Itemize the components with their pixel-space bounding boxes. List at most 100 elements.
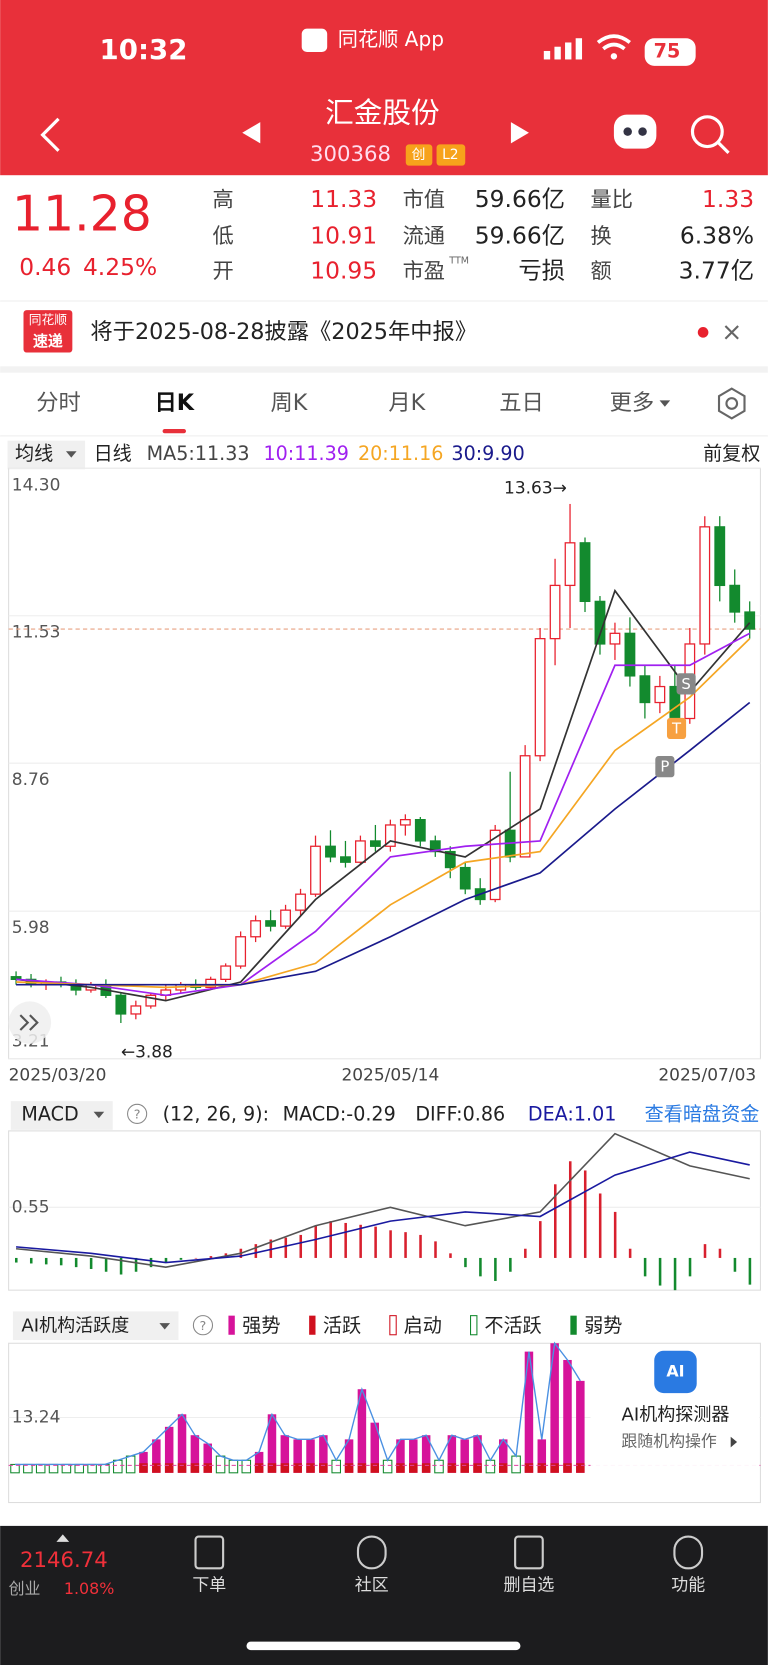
tab[interactable]: 分时 — [36, 390, 81, 416]
nav-label[interactable]: 删自选 — [503, 1575, 554, 1595]
stock-name: 汇金股份 — [325, 96, 440, 130]
activity-base — [537, 1463, 547, 1473]
dot — [697, 327, 709, 338]
y-tick-label: 8.76 — [12, 770, 50, 790]
ma-selector[interactable]: 均线 — [15, 442, 53, 465]
battery — [644, 38, 696, 66]
activity-bar — [280, 1435, 290, 1473]
activity-bar — [293, 1439, 302, 1473]
nav-icon[interactable] — [673, 1535, 704, 1570]
activity-bar — [254, 1451, 264, 1473]
legend-swatch — [470, 1315, 478, 1336]
tab-underline — [162, 428, 186, 434]
legend-swatch — [228, 1315, 235, 1335]
macd-bar — [748, 1257, 752, 1285]
field-sup: TTM — [448, 256, 469, 267]
expand-button[interactable] — [8, 1001, 52, 1044]
tab[interactable]: 周K — [271, 390, 309, 416]
tag: L2 — [442, 147, 458, 163]
nav-label[interactable]: 功能 — [671, 1575, 705, 1595]
tag-bg — [436, 144, 466, 166]
app-name: 同花顺 App — [338, 27, 444, 51]
activity-base — [267, 1463, 277, 1473]
candle-body — [639, 675, 651, 704]
activity-base — [280, 1463, 290, 1473]
candle-body — [489, 829, 501, 901]
settings[interactable] — [717, 387, 746, 420]
candle-body — [429, 840, 441, 853]
ma-legend: 10:11.39 — [263, 442, 348, 465]
activity-base — [254, 1463, 264, 1473]
nav-icon[interactable] — [514, 1535, 544, 1570]
tab[interactable]: 五日 — [499, 390, 544, 416]
macd-bar — [419, 1234, 422, 1258]
y-tick-label: 5.98 — [12, 918, 50, 938]
macd-bar — [89, 1257, 93, 1269]
candle-body — [414, 819, 426, 842]
activity-bar — [203, 1443, 212, 1473]
activity-bar — [139, 1451, 148, 1473]
selector-bg[interactable] — [12, 1311, 179, 1341]
activity-base — [524, 1463, 534, 1473]
robot[interactable] — [613, 114, 657, 149]
macd-bar — [314, 1225, 317, 1258]
tab[interactable]: 月K — [388, 390, 426, 416]
next-stock[interactable] — [510, 122, 529, 144]
macd-bar — [479, 1257, 482, 1277]
macd-bar — [464, 1257, 467, 1268]
change-pct: 4.25% — [83, 253, 157, 281]
activity-bar — [306, 1439, 315, 1473]
macd-bar — [688, 1257, 692, 1277]
app-icon — [301, 28, 328, 53]
candle-body — [729, 584, 741, 613]
ai-selector[interactable]: AI机构活跃度 — [21, 1315, 129, 1336]
nav-icon[interactable] — [356, 1535, 387, 1570]
ma-line — [16, 701, 751, 986]
macd-bar — [658, 1257, 662, 1286]
macd-selector[interactable]: MACD — [21, 1102, 78, 1125]
legend-text: 启动 — [404, 1314, 442, 1337]
macd-bar — [59, 1257, 63, 1266]
macd-bar — [539, 1221, 542, 1258]
macd-bar — [389, 1230, 392, 1258]
macd-params: (12, 26, 9): — [163, 1102, 269, 1125]
back[interactable] — [40, 117, 60, 152]
candle-body — [250, 920, 262, 938]
legend-swatch — [389, 1315, 397, 1336]
home-indicator — [246, 1641, 521, 1651]
selector-bg[interactable] — [10, 1101, 113, 1130]
candle-body — [744, 611, 756, 630]
marker-bg — [655, 756, 675, 778]
macd-bar — [703, 1244, 707, 1258]
macd-bar — [254, 1244, 258, 1258]
close[interactable] — [724, 325, 739, 340]
activity-base — [447, 1463, 457, 1473]
tab[interactable]: 更多 — [610, 390, 655, 416]
ai-frame — [8, 1342, 761, 1504]
activity-bar — [473, 1435, 482, 1473]
macd-bar — [329, 1221, 332, 1258]
candle-body — [310, 845, 321, 895]
nav-label[interactable]: 下单 — [192, 1575, 226, 1595]
adjust[interactable]: 前复权 — [703, 442, 760, 465]
activity-bar — [576, 1380, 585, 1473]
tag-bg — [405, 144, 433, 166]
candle-body — [145, 994, 157, 1007]
y-tick-label: 13.24 — [12, 1407, 61, 1427]
prev-stock[interactable] — [242, 122, 261, 144]
index-name: 创业 — [9, 1579, 41, 1598]
low-label: ←3.88 — [121, 1042, 173, 1062]
activity-bar — [396, 1439, 405, 1473]
nav-label[interactable]: 社区 — [355, 1575, 389, 1595]
nav-icon[interactable] — [194, 1535, 225, 1570]
field-value: 59.66亿 — [475, 221, 565, 249]
macd-frame — [8, 1130, 761, 1291]
notice-text[interactable]: 将于2025-08-28披露《2025年中报》 — [90, 319, 477, 345]
y-tick-label: 14.30 — [12, 475, 61, 495]
macd-bar — [568, 1161, 572, 1258]
activity-base — [421, 1463, 431, 1473]
search[interactable] — [690, 115, 724, 149]
field-label: 市盈 — [403, 259, 445, 284]
tab[interactable]: 日K — [155, 390, 195, 416]
link[interactable]: 查看暗盘资金 — [645, 1102, 760, 1125]
